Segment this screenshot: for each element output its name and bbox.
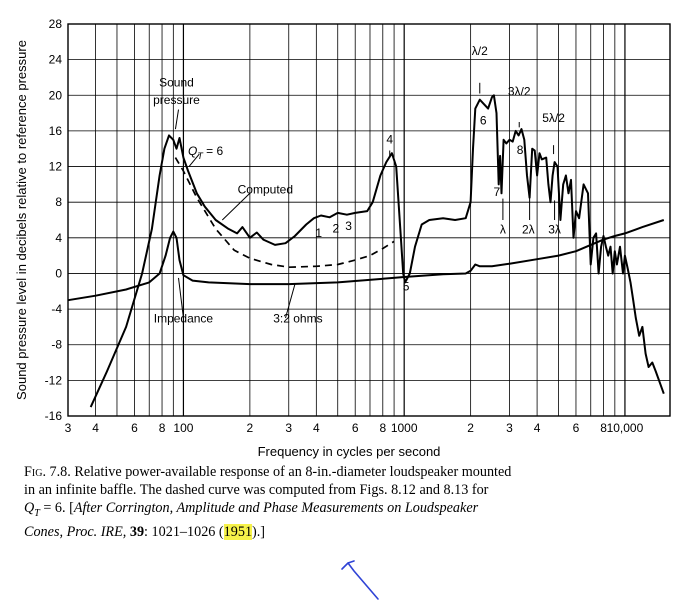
y-tick-label: 4: [55, 231, 62, 245]
y-tick-label: 24: [49, 53, 63, 67]
x-tick-label: 2: [467, 421, 474, 435]
annotation-label: 2: [332, 221, 339, 235]
y-tick-label: 28: [49, 17, 63, 31]
annotation-label: QT = 6: [188, 144, 224, 161]
annotation-label: 1: [315, 226, 322, 240]
frequency-response-chart: 28 24 20 16 12 8 4 0 -4 -8 -12 -16 3 4 6 8 100 2 3 4 6 8 1000 2…: [14, 17, 671, 459]
x-tick-label: 4: [313, 421, 320, 435]
leader-line: [178, 277, 184, 319]
y-tick-label: -16: [45, 409, 63, 423]
annotation-label: Computed: [238, 182, 293, 196]
leader-line: [174, 109, 180, 130]
caption-qt-rest: = 6. [: [39, 500, 74, 516]
x-tick-label: 3: [506, 421, 513, 435]
caption-end: ).]: [252, 523, 266, 540]
annotation-label: Impedance: [154, 311, 214, 325]
plot-frame: [67, 23, 671, 417]
annotation-label: 3λ: [548, 222, 561, 236]
caption-line2: in an infinite baffle. The dashed curve …: [24, 482, 489, 498]
annotation-label: Sound: [159, 75, 194, 89]
annotation-label: 3λ/2: [508, 84, 531, 98]
annotation-label: 4: [386, 132, 393, 146]
annotation-label: 6: [480, 114, 487, 128]
x-tick-label: 100: [173, 421, 193, 435]
caption-fig-label: Fig. 7.8.: [24, 464, 71, 480]
annotation-label: 7: [494, 185, 501, 199]
caption-year-highlighted: 1951: [223, 523, 253, 540]
x-tick-label: 6: [573, 421, 580, 435]
x-axis-title: Frequency in cycles per second: [258, 444, 441, 459]
y-tick-label: -8: [51, 338, 62, 352]
annotation-label: 2λ: [522, 222, 535, 236]
leader-line: [221, 192, 251, 221]
x-tick-label: 8: [379, 421, 386, 435]
x-tick-label: 2: [247, 421, 254, 435]
annotation-label: 8: [517, 143, 524, 157]
x-tick-label: 8: [159, 421, 166, 435]
series-impedance: [67, 219, 665, 302]
x-tick-label: 10,000: [607, 421, 644, 435]
x-tick-label: 6: [352, 421, 359, 435]
caption-line1: Relative power-available response of an …: [70, 464, 512, 480]
annotation-label: 5: [403, 279, 410, 293]
figure-caption: Fig. 7.8. Relative power-available respo…: [24, 463, 672, 541]
y-tick-label: -4: [51, 302, 62, 316]
y-tick-label: 12: [49, 160, 63, 174]
x-tick-label: 1000: [391, 421, 418, 435]
caption-pages: : 1021–1026 (: [144, 523, 224, 540]
caption-citation-2: Cones, Proc. IRE,: [24, 523, 127, 540]
x-tick-label: 6: [131, 421, 138, 435]
x-tick-label: 3: [65, 421, 72, 435]
y-tick-label: 0: [55, 266, 62, 280]
y-tick-label: 8: [55, 195, 62, 209]
annotation-label: pressure: [153, 93, 200, 107]
caption-qt: Q: [24, 500, 35, 516]
annotation-label: λ/2: [472, 44, 488, 58]
y-axis-title: Sound pressure level in decibels relativ…: [14, 40, 29, 400]
x-tick-label: 3: [285, 421, 292, 435]
x-tick-label: 8: [600, 421, 607, 435]
annotation-label: 3:2 ohms: [273, 311, 322, 325]
y-tick-label: 16: [49, 124, 63, 138]
pen-arrow-mark: [341, 560, 379, 600]
y-tick-label: 20: [49, 88, 63, 102]
x-tick-label: 4: [92, 421, 99, 435]
annotation-label: λ: [500, 222, 506, 236]
leader-line: [188, 153, 200, 167]
y-tick-label: -12: [45, 373, 63, 387]
series-sound-pressure: [89, 94, 665, 408]
annotation-label: 5λ/2: [542, 111, 565, 125]
annotation-label: 3: [345, 219, 352, 233]
caption-qt-sub: T: [34, 507, 40, 519]
x-tick-label: 4: [534, 421, 541, 435]
caption-volume: 39: [129, 523, 145, 540]
caption-citation: After Corrington, Amplitude and Phase Me…: [73, 500, 479, 516]
series-computed: [174, 157, 395, 269]
leader-line: [285, 284, 296, 319]
